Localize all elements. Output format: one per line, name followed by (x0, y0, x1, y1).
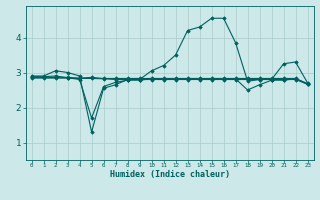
X-axis label: Humidex (Indice chaleur): Humidex (Indice chaleur) (109, 170, 230, 179)
